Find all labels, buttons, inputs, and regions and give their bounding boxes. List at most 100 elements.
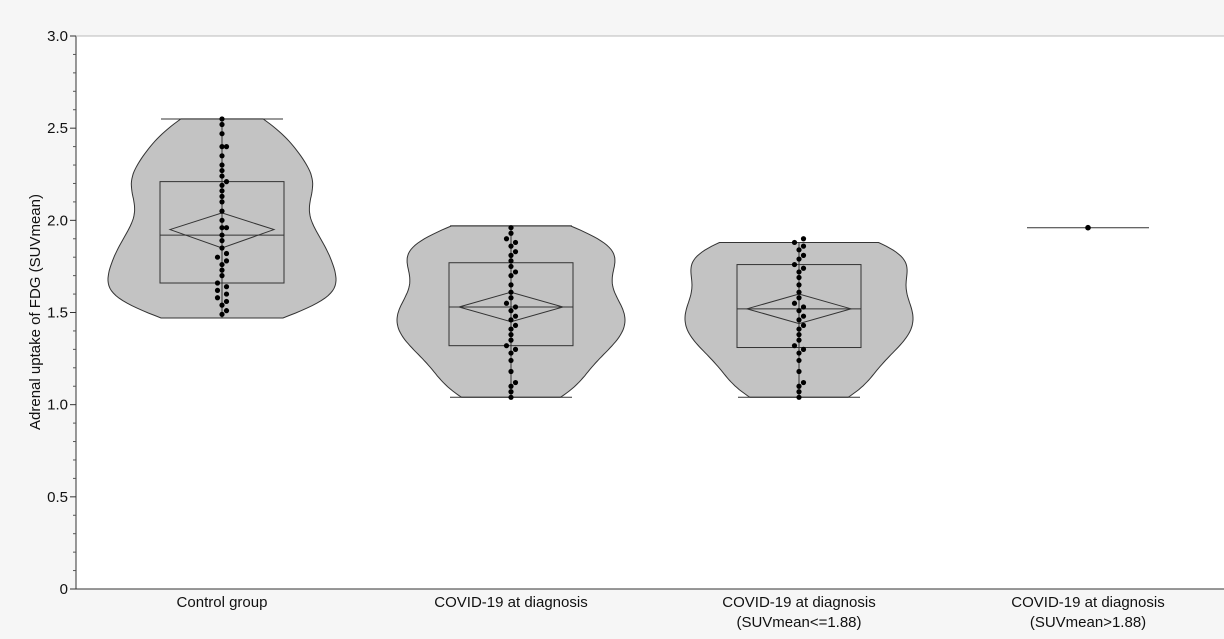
violin-group bbox=[1027, 224, 1149, 231]
y-ticks: 0 0.5 1.0 1.5 2.0 2.5 3.0 bbox=[47, 28, 76, 598]
x-category-label: COVID-19 at diagnosis bbox=[722, 594, 875, 611]
x-category-label: (SUVmean>1.88) bbox=[1030, 614, 1146, 631]
data-point bbox=[214, 280, 221, 286]
data-point bbox=[800, 236, 807, 242]
data-point bbox=[219, 302, 225, 308]
data-point bbox=[508, 258, 514, 264]
data-point bbox=[508, 225, 514, 231]
iqr-box bbox=[159, 181, 285, 284]
data-point bbox=[219, 193, 225, 199]
data-point bbox=[796, 308, 802, 314]
data-point bbox=[512, 269, 519, 275]
data-point bbox=[503, 343, 510, 349]
data-point bbox=[512, 239, 519, 246]
data-point bbox=[508, 383, 514, 389]
data-point bbox=[800, 313, 807, 319]
data-point bbox=[219, 116, 225, 122]
data-point bbox=[219, 225, 225, 231]
data-point bbox=[219, 217, 225, 223]
data-point bbox=[508, 273, 514, 279]
data-point bbox=[508, 350, 514, 356]
data-point bbox=[508, 289, 514, 295]
y-tick-label: 2.0 bbox=[47, 212, 68, 229]
data-point bbox=[796, 357, 802, 364]
data-point bbox=[796, 326, 802, 332]
violin-group bbox=[396, 225, 626, 400]
data-point bbox=[796, 317, 802, 323]
data-point bbox=[219, 267, 225, 273]
data-point bbox=[219, 182, 225, 188]
data-point bbox=[214, 295, 221, 301]
data-point bbox=[503, 300, 510, 306]
data-point bbox=[796, 368, 802, 375]
data-point bbox=[508, 357, 514, 364]
data-point bbox=[796, 389, 802, 395]
data-point bbox=[223, 250, 230, 257]
data-point bbox=[219, 144, 225, 150]
data-point bbox=[508, 243, 514, 249]
data-point bbox=[508, 295, 514, 301]
data-point bbox=[796, 269, 802, 275]
data-point bbox=[508, 394, 514, 400]
data-point bbox=[791, 261, 798, 268]
data-point bbox=[219, 208, 225, 214]
data-point bbox=[219, 245, 225, 251]
violin-group bbox=[107, 116, 337, 319]
data-point bbox=[219, 232, 225, 238]
data-point bbox=[800, 265, 807, 271]
data-point bbox=[512, 322, 519, 329]
y-tick-label: 2.5 bbox=[47, 120, 68, 137]
data-point bbox=[214, 254, 221, 260]
data-point bbox=[791, 300, 798, 306]
data-point bbox=[508, 282, 514, 288]
y-tick-label: 0.5 bbox=[47, 489, 68, 506]
data-point bbox=[223, 179, 230, 185]
data-point bbox=[223, 298, 230, 305]
mean-diamond bbox=[745, 293, 853, 325]
x-category-labels: Control group COVID-19 at diagnosis COVID-… bbox=[177, 594, 1165, 631]
data-point bbox=[800, 322, 807, 329]
data-point bbox=[508, 368, 514, 375]
data-point bbox=[796, 394, 802, 400]
data-point bbox=[508, 326, 514, 332]
data-point bbox=[223, 258, 230, 264]
data-point bbox=[512, 379, 519, 386]
mean-diamond bbox=[168, 212, 276, 249]
data-point bbox=[219, 199, 225, 205]
data-point bbox=[508, 230, 514, 236]
mean-diamond bbox=[457, 291, 565, 323]
data-point bbox=[508, 337, 514, 343]
data-point bbox=[512, 313, 519, 319]
data-point bbox=[508, 317, 514, 323]
data-point bbox=[223, 284, 230, 290]
data-point bbox=[796, 247, 802, 253]
data-point bbox=[796, 256, 802, 262]
data-point bbox=[1085, 224, 1091, 231]
data-point bbox=[791, 239, 798, 246]
data-point bbox=[508, 332, 514, 338]
data-point bbox=[800, 379, 807, 386]
data-point bbox=[796, 350, 802, 356]
data-point bbox=[796, 295, 802, 301]
data-point bbox=[219, 162, 225, 168]
violin-group bbox=[684, 236, 914, 400]
y-tick-label: 1.5 bbox=[47, 305, 68, 322]
data-point bbox=[214, 287, 221, 293]
data-point bbox=[219, 131, 225, 137]
data-point bbox=[796, 337, 802, 343]
data-point bbox=[223, 308, 230, 314]
data-point bbox=[219, 273, 225, 279]
x-category-label: Control group bbox=[177, 594, 268, 611]
data-point bbox=[796, 282, 802, 288]
data-point bbox=[512, 304, 519, 310]
data-point bbox=[800, 243, 807, 249]
data-point bbox=[223, 291, 230, 297]
y-tick-label: 3.0 bbox=[47, 28, 68, 45]
data-point bbox=[219, 167, 225, 174]
data-point bbox=[219, 153, 225, 159]
data-point bbox=[503, 236, 510, 242]
violin-layer bbox=[107, 116, 1149, 400]
data-point bbox=[796, 383, 802, 389]
data-point bbox=[223, 225, 230, 231]
